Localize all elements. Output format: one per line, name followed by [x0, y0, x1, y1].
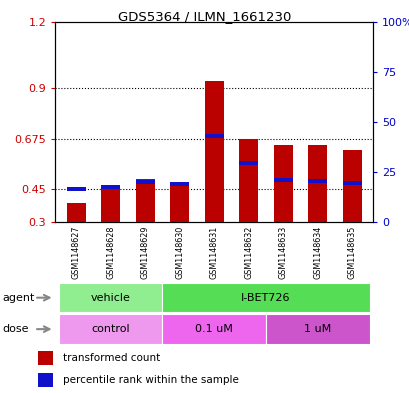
Bar — [273, 178, 292, 182]
Text: I-BET726: I-BET726 — [240, 293, 290, 303]
Bar — [58, 314, 162, 344]
Bar — [38, 351, 53, 365]
Text: GSM1148628: GSM1148628 — [106, 226, 115, 279]
Bar — [101, 187, 120, 222]
Bar — [162, 314, 265, 344]
Bar — [342, 181, 361, 185]
Text: GSM1148633: GSM1148633 — [278, 226, 287, 279]
Bar — [239, 138, 258, 222]
Text: dose: dose — [2, 324, 29, 334]
Text: agent: agent — [2, 293, 34, 303]
Bar — [308, 179, 326, 183]
Bar — [135, 178, 154, 222]
Text: GDS5364 / ILMN_1661230: GDS5364 / ILMN_1661230 — [118, 10, 291, 23]
Bar — [308, 145, 326, 222]
Text: GSM1148635: GSM1148635 — [347, 226, 356, 279]
Text: GSM1148627: GSM1148627 — [72, 226, 81, 279]
Text: percentile rank within the sample: percentile rank within the sample — [63, 375, 238, 385]
Bar — [135, 180, 154, 184]
Bar — [38, 373, 53, 387]
Bar — [239, 161, 258, 165]
Bar — [101, 185, 120, 189]
Bar — [162, 283, 369, 312]
Text: transformed count: transformed count — [63, 353, 160, 363]
Bar — [265, 314, 369, 344]
Bar — [273, 145, 292, 222]
Text: GSM1148629: GSM1148629 — [140, 226, 149, 279]
Bar — [170, 182, 189, 185]
Text: vehicle: vehicle — [90, 293, 130, 303]
Text: GSM1148630: GSM1148630 — [175, 226, 184, 279]
Bar — [170, 184, 189, 222]
Bar — [58, 283, 162, 312]
Bar — [66, 203, 85, 222]
Text: control: control — [91, 324, 130, 334]
Bar — [204, 81, 223, 222]
Text: 0.1 uM: 0.1 uM — [195, 324, 233, 334]
Bar — [66, 187, 85, 191]
Text: GSM1148634: GSM1148634 — [312, 226, 321, 279]
Bar — [204, 134, 223, 138]
Text: GSM1148631: GSM1148631 — [209, 226, 218, 279]
Bar — [342, 150, 361, 222]
Text: 1 uM: 1 uM — [303, 324, 330, 334]
Text: GSM1148632: GSM1148632 — [244, 226, 253, 279]
